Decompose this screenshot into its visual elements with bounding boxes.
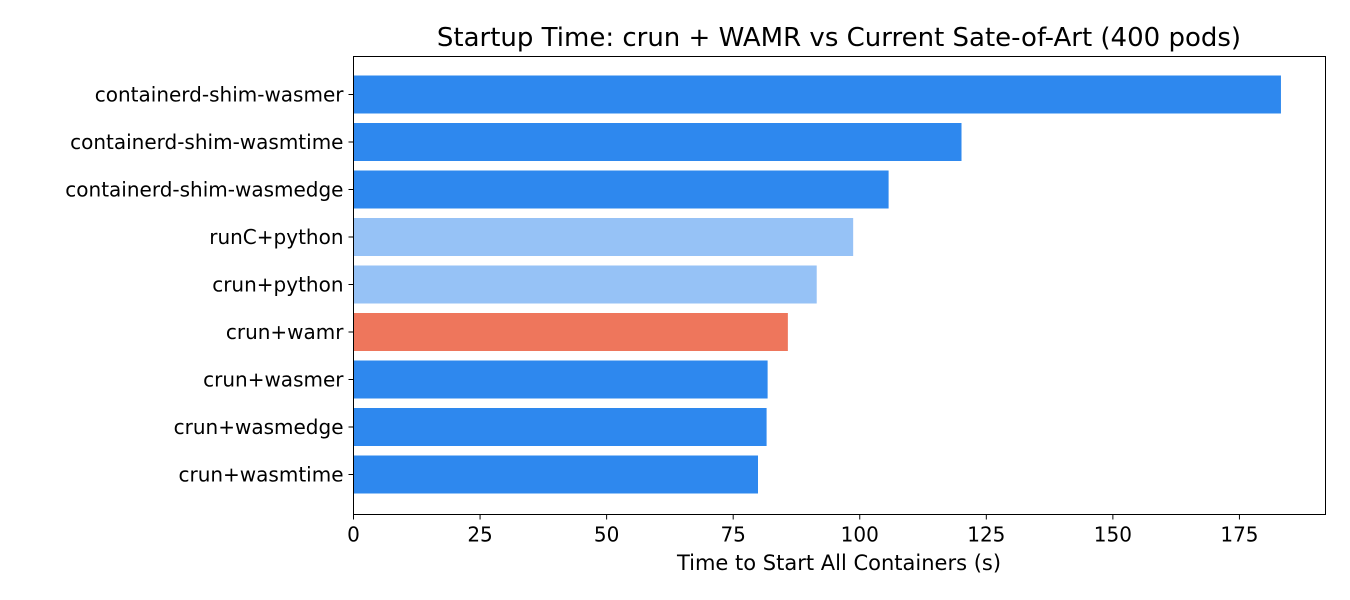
category-label: containerd-shim-wasmedge <box>65 178 343 202</box>
category-label: crun+wasmtime <box>178 463 343 487</box>
x-axis-title: Time to Start All Containers (s) <box>676 551 1001 575</box>
bar-containerd-shim-wasmedge <box>353 170 889 209</box>
bar-containerd-shim-wasmtime <box>353 123 962 161</box>
bar-crun+wasmedge <box>353 408 767 446</box>
x-tick-label: 100 <box>841 523 879 547</box>
category-label: crun+wasmedge <box>174 415 344 439</box>
category-label: runC+python <box>209 225 343 249</box>
bar-runC+python <box>353 218 854 256</box>
x-tick-label: 50 <box>594 523 619 547</box>
x-axis-ticks: 0 25 50 75 100 125 150 175 <box>347 514 1259 547</box>
category-label: crun+wamr <box>226 320 344 344</box>
category-label: containerd-shim-wasmtime <box>70 130 343 154</box>
x-tick-label: 175 <box>1220 523 1258 547</box>
chart-title: Startup Time: crun + WAMR vs Current Sat… <box>437 23 1241 53</box>
bar-crun+wasmer <box>353 360 768 399</box>
category-label: crun+python <box>212 273 343 297</box>
category-label: containerd-shim-wasmer <box>95 83 344 107</box>
category-label: crun+wasmer <box>203 368 344 392</box>
bar-crun+python <box>353 265 817 304</box>
plot-frame <box>353 56 1326 515</box>
bars-layer <box>353 75 1281 494</box>
x-tick-label: 125 <box>967 523 1005 547</box>
bar-containerd-shim-wasmer <box>353 75 1281 114</box>
x-tick-label: 0 <box>347 523 360 547</box>
x-tick-label: 75 <box>720 523 745 547</box>
x-tick-label: 150 <box>1094 523 1132 547</box>
bar-crun+wasmtime <box>353 455 758 494</box>
y-axis-categories: containerd-shim-wasmer containerd-shim-wa… <box>65 83 354 487</box>
bar-crun+wamr <box>353 313 788 351</box>
x-tick-label: 25 <box>467 523 492 547</box>
